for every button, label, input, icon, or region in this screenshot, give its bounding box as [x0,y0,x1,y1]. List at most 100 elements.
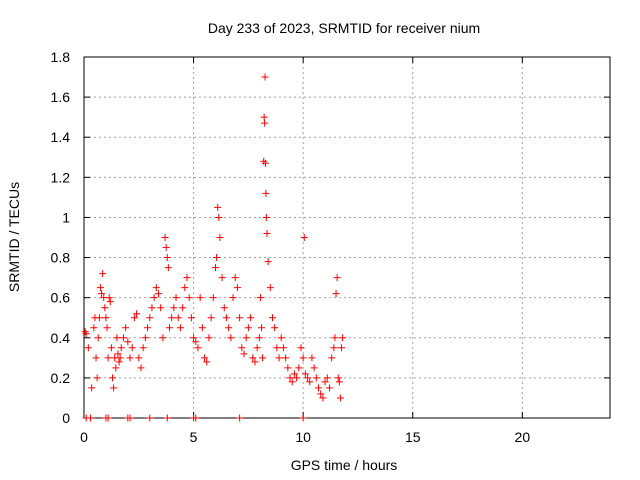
data-point [135,354,143,362]
data-point [110,384,118,392]
data-point [332,290,340,298]
data-point [114,350,122,358]
data-point [107,344,115,352]
data-point [103,324,111,332]
data-point [119,334,127,342]
data-point [144,324,152,332]
y-tick-label: 1.6 [51,89,71,105]
y-tick-label: 1.8 [51,49,71,65]
data-point [106,298,114,306]
data-point [277,334,285,342]
data-point [225,324,233,332]
data-point [261,159,269,167]
data-point [183,274,191,282]
data-point [94,334,102,342]
data-point [290,370,298,378]
data-point [306,378,314,386]
plot-frame [83,56,611,419]
data-point [220,304,228,312]
data-point [282,354,290,362]
data-point [317,390,325,398]
data-point [261,119,269,127]
data-point [251,358,259,366]
data-point [266,284,274,292]
y-tick-label: 1.2 [51,169,71,185]
data-point [262,213,270,221]
data-point [301,370,309,378]
data-point [330,344,338,352]
data-point [185,294,193,302]
data-point [304,374,312,382]
data-point [181,284,189,292]
data-point [295,364,303,372]
data-point [247,314,255,322]
data-point [286,374,294,382]
data-point [179,304,187,312]
data-point [331,334,339,342]
data-point [194,344,202,352]
data-point [161,234,169,241]
data-point [105,294,113,302]
data-point [101,304,109,312]
data-point [104,414,112,422]
data-point [244,324,252,332]
x-tick-label: 10 [295,429,311,445]
data-point [231,274,239,282]
y-tick-label: 0.6 [51,290,71,306]
data-point [88,384,96,392]
data-point [176,324,184,332]
data-point [198,324,206,332]
data-point [263,229,271,237]
data-point [212,264,219,272]
data-point [128,344,136,352]
x-axis-label: GPS time / hours [291,457,398,473]
chart-title: Day 233 of 2023, SRMTID for receiver niu… [208,20,480,36]
data-point [104,354,112,362]
data-point [96,284,104,292]
y-tick-label: 0 [62,410,70,426]
data-point [124,338,132,346]
data-point [95,314,103,322]
y-tick-label: 0.8 [51,250,71,266]
y-axis-label: SRMTID / TECUs [6,182,22,292]
data-point [126,354,134,362]
data-point [122,324,130,332]
x-tick-label: 5 [190,429,198,445]
data-point [162,244,170,252]
data-point [335,378,343,386]
data-point [233,284,241,292]
data-point [192,414,200,422]
data-point [146,414,154,422]
data-point [93,374,101,382]
data-point [273,344,281,352]
data-point [275,354,283,362]
data-point [174,314,182,322]
data-point [256,294,264,302]
data-point [155,290,163,298]
data-point [299,354,307,362]
data-point [130,314,138,322]
data-point [271,324,279,332]
data-point [333,274,341,282]
data-point [308,354,316,362]
data-point [242,334,250,342]
data-point [137,364,145,372]
data-point [218,274,226,282]
data-point [82,330,90,338]
x-tick-label: 20 [515,429,531,445]
data-point [299,414,307,422]
data-point [319,394,327,402]
data-point [312,374,320,382]
data-point [126,414,134,422]
data-point [146,314,154,322]
data-point [207,314,215,322]
axis-ticks [83,56,610,419]
data-point [102,314,110,322]
y-tick-label: 1.4 [51,129,71,145]
data-point [115,358,123,366]
y-tick-labels: 0 0.2 0.4 0.6 0.8 1 1.2 1.4 1.6 1.8 [51,49,71,426]
data-point [205,334,213,342]
data-point [150,294,158,302]
data-point [92,354,100,362]
data-point [264,258,272,266]
